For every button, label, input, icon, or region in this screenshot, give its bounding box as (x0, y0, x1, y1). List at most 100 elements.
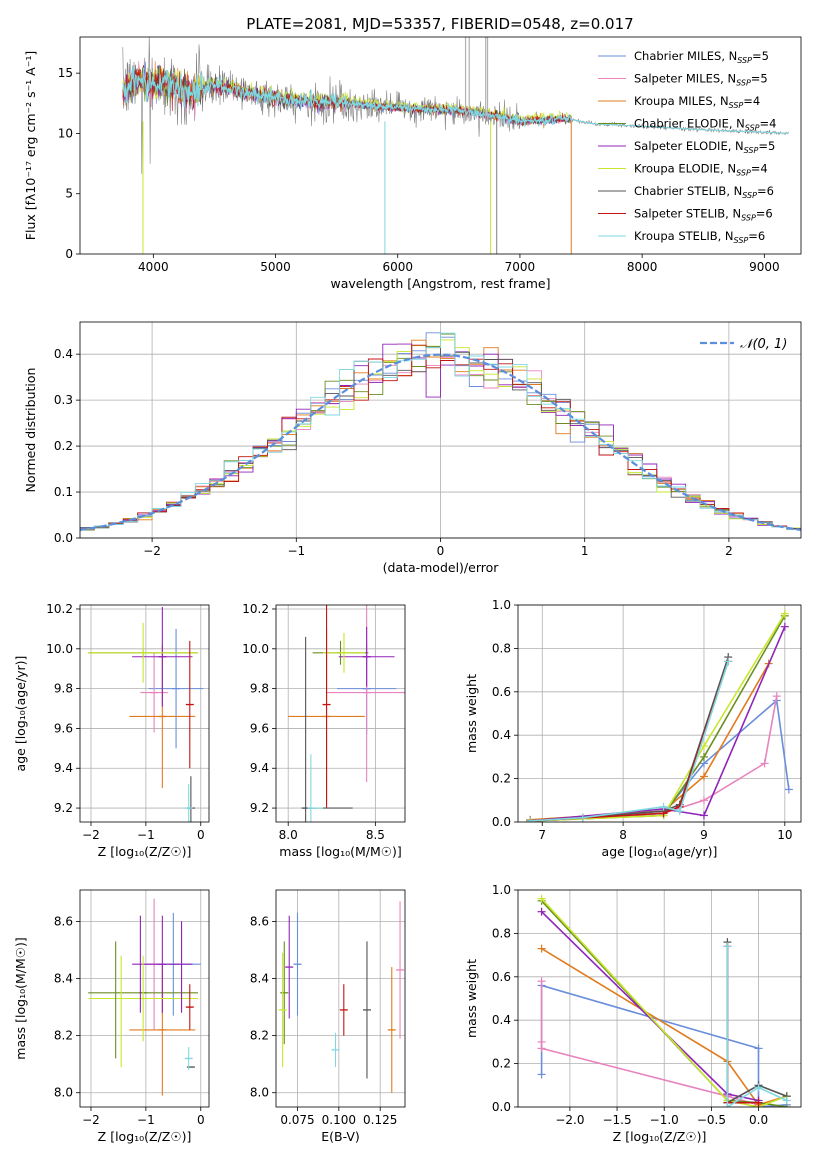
spectrum-model-kroupa_stelib (122, 65, 789, 134)
mass_weight_vs_Z-series-kroupa_elodie (541, 898, 788, 1107)
mass_weight_vs_Z-xlabel: Z [log₁₀(Z/Z☉)] (613, 1129, 707, 1144)
mass_vs_ebv-frame (275, 889, 406, 1108)
mass_vs_ebv-ytick-label: 8.6 (250, 914, 269, 928)
legend-entry-kroupa_elodie: Kroupa ELODIE, NSSP=4 (634, 162, 768, 178)
mass_weight_vs_Z-marker-salpeter_stelib (754, 1098, 763, 1107)
mass_vs_ebv-xtick-label: 0.125 (363, 1113, 397, 1127)
age_vs_Z-frame (79, 604, 210, 823)
mass_weight_vs_Z-frame (517, 889, 802, 1108)
age_vs_Z-point-salpeter_stelib (185, 640, 194, 769)
mass_vs_Z-point-salpeter_elodie (132, 915, 193, 1013)
mass_vs_Z-xtick-label: −2 (82, 1113, 100, 1127)
age_vs_Z-point-salpeter_miles (140, 652, 168, 733)
mass_vs_Z-panel: −2 −1 0 8.0 8.2 8.4 8.6 Z [log₁₀(Z/Z☉)] mass [lo… (13, 889, 210, 1144)
mass_weight_vs_age-xtick-label: 8 (619, 828, 627, 842)
mass_weight_vs_age-marker-kroupa_stelib (578, 813, 587, 822)
mass_vs_ebv-plot-area (278, 901, 405, 1093)
mass_weight_vs_age-marker-kroupa_stelib (675, 807, 684, 816)
mass_vs_ebv-ytick-label: 8.0 (250, 1086, 269, 1100)
mass_weight_vs_age-ylabel: mass weight (464, 674, 479, 753)
mass_vs_Z-xlabel: Z [log₁₀(Z/Z☉)] (98, 1129, 192, 1144)
mass_weight_vs_age-frame (517, 604, 802, 823)
mass_weight_vs_age-marker-kroupa_stelib (659, 802, 668, 811)
age_vs_mass-xtick-label: 8.5 (366, 828, 385, 842)
mass_weight_vs_Z-xtick-label: −1.0 (650, 1113, 679, 1127)
mass_vs_ebv-point-salpeter_stelib (339, 984, 348, 1036)
age_vs_Z-point-kroupa_elodie (88, 622, 199, 683)
mass_vs_Z-ylabel: mass [log₁₀(M/M☉)] (13, 937, 28, 1059)
mass_weight_vs_Z-xtick-label: 0.0 (749, 1113, 768, 1127)
age_vs_Z-xlabel: Z [log₁₀(Z/Z☉)] (98, 844, 192, 859)
age_vs_mass-grid (276, 605, 405, 822)
gaussian-curve (80, 353, 801, 531)
mass_weight_vs_Z-marker-salpeter_elodie (537, 907, 546, 916)
age_vs_mass-point-salpeter_stelib (322, 605, 331, 809)
mass_weight_vs_Z-series-kroupa_miles (541, 947, 788, 1106)
mass_weight_vs_Z-ytick-label: 0.6 (492, 970, 511, 984)
residuals-ytick-label: 0.3 (54, 393, 73, 407)
residuals-ytick-label: 0.0 (54, 531, 73, 545)
mass_weight_vs_age-ytick-label: 0.8 (492, 641, 511, 655)
legend-entry-chabrier_stelib: Chabrier STELIB, NSSP=6 (634, 184, 774, 200)
mass_vs_Z-ytick-label: 8.0 (54, 1086, 73, 1100)
mass_weight_vs_Z-marker-kroupa_stelib (723, 942, 732, 951)
mass_weight_vs_Z-marker-kroupa_elodie (537, 894, 546, 903)
mass_weight_vs_age-series-kroupa_miles (530, 663, 770, 821)
age_vs_mass-panel: 8.0 8.5 9.2 9.4 9.6 9.8 10.0 10.2 mass [log₁₀(M/… (242, 602, 406, 859)
mass_weight_vs_Z-ytick-label: 1.0 (492, 883, 511, 897)
residuals-ytick-label: 0.1 (54, 485, 73, 499)
mass_weight_vs_age-marker-kroupa_stelib (724, 657, 733, 666)
age_vs_mass-point-salpeter_elodie (338, 626, 395, 687)
mass_weight_vs_age-ytick-label: 0.2 (492, 772, 511, 786)
mass_weight_vs_Z-marker-kroupa_stelib (782, 1096, 791, 1105)
legend-entry-salpeter_miles: Salpeter MILES, NSSP=5 (634, 72, 768, 88)
mass_weight_vs_age-series-chabrier_elodie (530, 615, 786, 822)
age_vs_Z-xtick-label: 0 (197, 828, 205, 842)
spectrum-xtick-label: 8000 (627, 260, 658, 274)
mass_weight_vs_age-marker-salpeter_miles (699, 796, 708, 805)
mass_weight_vs_Z-panel: −2.0 −1.5 −1.0 −0.5 0.0 0.0 0.2 0.4 0.6 0.8 1.0 Z [… (464, 883, 802, 1144)
mass_weight_vs_Z-marker-salpeter_miles (537, 1044, 546, 1053)
legend-entry-salpeter_stelib: Salpeter STELIB, NSSP=6 (634, 207, 773, 223)
spectrum-xtick-label: 9000 (749, 260, 780, 274)
legend-entry-kroupa_stelib: Kroupa STELIB, NSSP=6 (634, 229, 765, 245)
age_vs_mass-xtick-label: 8.0 (279, 828, 298, 842)
mass_weight_vs_Z-marker-kroupa_stelib (723, 1103, 732, 1107)
legend-entry-salpeter_elodie: Salpeter ELODIE, NSSP=5 (634, 139, 775, 155)
spectrum-ytick-label: 0 (65, 247, 73, 261)
mass_vs_Z-ytick-label: 8.4 (54, 972, 73, 986)
residuals-xtick-label: −1 (287, 544, 305, 558)
residuals-xtick-label: −2 (143, 544, 161, 558)
age_vs_Z-panel: −2 −1 0 9.2 9.4 9.6 9.8 10.0 10.2 Z [log₁₀(Z/Z☉)]… (13, 602, 210, 859)
mass_weight_vs_age-marker-salpeter_elodie (699, 811, 708, 820)
legend-entry-chabrier_elodie: Chabrier ELODIE, NSSP=4 (634, 117, 776, 133)
mass_vs_ebv-point-chabrier_stelib (362, 941, 371, 1079)
mass_weight_vs_age-series-chabrier_miles (530, 698, 790, 822)
age_vs_Z-ylabel: age [log₁₀(age/yr)] (13, 656, 28, 772)
mass_vs_Z-plot-area (88, 898, 201, 1096)
mass_vs_Z-ytick-label: 8.2 (54, 1029, 73, 1043)
mass_weight_vs_Z-marker-kroupa_stelib (754, 1083, 763, 1092)
mass_vs_Z-ytick-label: 8.6 (54, 914, 73, 928)
mass_weight_vs_age-ytick-label: 0.0 (492, 815, 511, 829)
mass_weight_vs_age-marker-salpeter_elodie (780, 622, 789, 631)
residuals-ytick-label: 0.2 (54, 439, 73, 453)
age_vs_Z-ytick-label: 9.2 (54, 801, 73, 815)
residuals-frame (79, 321, 802, 539)
age_vs_mass-frame (275, 604, 406, 823)
mass_vs_Z-point-kroupa_stelib (184, 1047, 193, 1070)
legend-entry-kroupa_miles: Kroupa MILES, NSSP=4 (634, 94, 760, 110)
mass_weight_vs_Z-grid (518, 889, 801, 1108)
mass_vs_Z-xtick-label: −1 (137, 1113, 155, 1127)
age_vs_Z-point-kroupa_stelib (184, 784, 193, 822)
mass_weight_vs_Z-series-salpeter_elodie (541, 911, 759, 1102)
mass_weight_vs_age-xtick-label: 7 (538, 828, 546, 842)
spectrum-ytick-label: 10 (58, 126, 73, 140)
spectrum-ylabel: Flux [fλ10⁻¹⁷ erg cm⁻² s⁻¹ A⁻¹] (23, 51, 38, 240)
mass_weight_vs_age-panel: 7 8 9 10 0.0 0.2 0.4 0.6 0.8 1.0 age [log₁₀(age/yr… (464, 598, 802, 859)
age_vs_Z-ytick-label: 10.0 (46, 642, 73, 656)
mass_weight_vs_Z-marker-kroupa_miles (537, 944, 546, 953)
mass_weight_vs_Z-ytick-label: 0.2 (492, 1057, 511, 1071)
age_vs_Z-plot-area (88, 606, 204, 822)
age_vs_mass-ytick-label: 9.6 (250, 721, 269, 735)
